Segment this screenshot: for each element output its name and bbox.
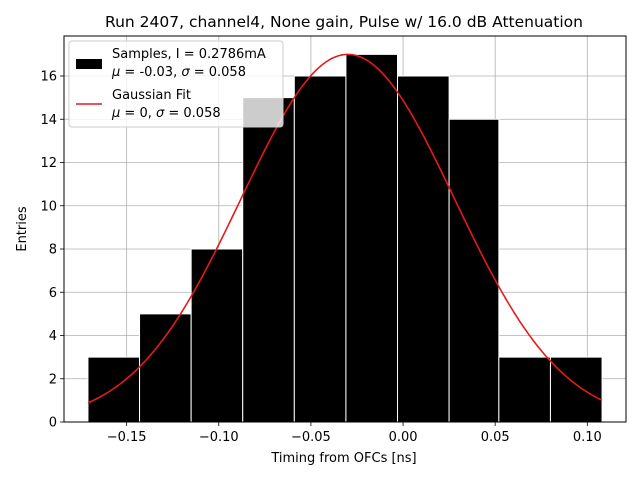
- legend-samples-stats: μ = -0.03, σ = 0.058: [111, 65, 246, 80]
- histogram-bar: [190, 248, 244, 423]
- histogram-bar: [397, 75, 450, 423]
- x-tick-label: 0.05: [481, 430, 510, 445]
- plot-frame: [63, 35, 627, 423]
- histogram-bar: [345, 53, 399, 423]
- y-tick-label: 14: [40, 113, 57, 128]
- y-axis-ticks: 0 2 4 6 8 10 12 14 16: [40, 70, 64, 431]
- y-tick-label: 8: [49, 243, 57, 258]
- y-tick-label: 6: [49, 286, 57, 301]
- legend: Samples, I = 0.2786mA μ = -0.03, σ = 0.0…: [68, 40, 284, 128]
- x-tick-label: −0.10: [199, 430, 239, 445]
- x-tick-label: −0.05: [291, 430, 331, 445]
- y-tick-label: 2: [49, 372, 57, 387]
- x-axis-label: Timing from OFCs [ns]: [270, 451, 416, 466]
- histogram-bars: [87, 53, 603, 423]
- legend-box: [68, 40, 284, 128]
- y-tick-label: 10: [40, 199, 57, 214]
- y-tick-label: 12: [40, 156, 57, 171]
- histogram-bar: [242, 97, 295, 423]
- x-tick-label: −0.15: [107, 430, 147, 445]
- legend-samples-label: Samples, I = 0.2786mA: [112, 47, 266, 62]
- y-tick-label: 0: [49, 416, 57, 431]
- chart-title: Run 2407, channel4, None gain, Pulse w/ …: [105, 13, 583, 31]
- gaussian-fit-curve: [87, 53, 603, 404]
- histogram-bar: [498, 356, 551, 423]
- x-tick-label: 0.00: [389, 430, 418, 445]
- x-axis-ticks: −0.15 −0.10 −0.05 0.00 0.05 0.10: [107, 422, 602, 445]
- y-tick-label: 16: [40, 70, 57, 85]
- x-tick-label: 0.10: [573, 430, 602, 445]
- y-axis-label: Entries: [15, 206, 30, 252]
- legend-samples-swatch: [76, 59, 102, 69]
- histogram-bar: [139, 313, 192, 423]
- histogram-bar: [448, 118, 500, 423]
- legend-fit-stats: μ = 0, σ = 0.058: [111, 106, 221, 121]
- histogram-bar: [549, 356, 603, 423]
- histogram-bar: [87, 356, 141, 423]
- legend-fit-label: Gaussian Fit: [112, 88, 191, 103]
- histogram-bar: [293, 75, 347, 423]
- y-tick-label: 4: [49, 329, 57, 344]
